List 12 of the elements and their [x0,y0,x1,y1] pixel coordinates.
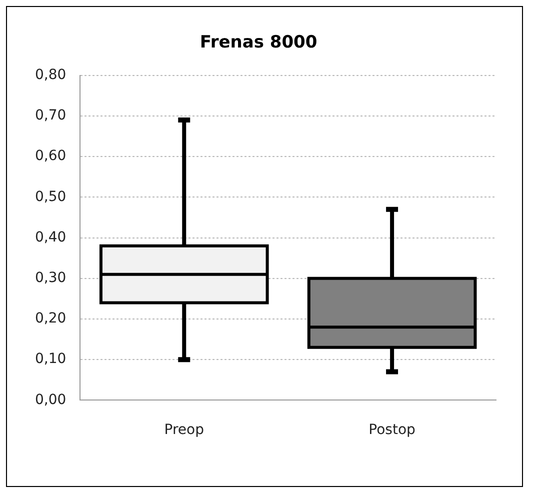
x-tick-label: Preop [164,422,204,438]
chart-title: Frenas 8000 [200,32,318,53]
x-tick-label: Postop [368,422,416,438]
y-tick-label: 0,70 [35,108,66,124]
y-tick-label: 0,20 [35,310,66,327]
y-tick-label: 0,50 [35,188,66,205]
y-tick-label: 0,80 [35,67,66,84]
y-tick-label: 0,30 [35,270,66,286]
y-tick-label: 0,10 [35,351,66,368]
y-tick-label: 0,60 [35,148,66,164]
y-tick-label: 0,40 [35,229,66,246]
y-tick-label: 0,00 [35,392,66,408]
